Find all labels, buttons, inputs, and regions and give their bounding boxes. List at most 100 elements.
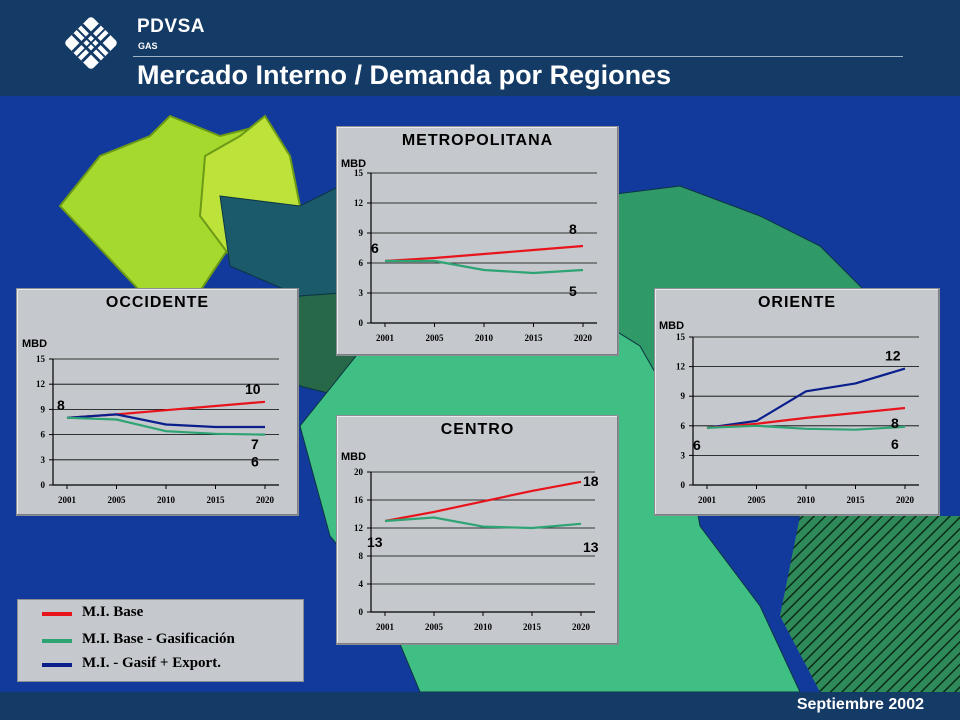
y-tick-label: 9: [681, 391, 686, 401]
y-tick-label: 9: [41, 404, 46, 414]
legend-label: M.I. Base - Gasificación: [82, 631, 235, 647]
y-axis-label: MBD: [341, 158, 366, 170]
x-tick-label: 2020: [896, 495, 915, 505]
x-tick-label: 2001: [376, 622, 395, 632]
chart-panel-occidente: OCCIDENTE 0 3 6 9 12 15 2001 2005 2010 2015 2020 MB…: [16, 288, 299, 516]
x-tick-label: 2005: [108, 495, 127, 505]
y-tick-label: 3: [681, 450, 686, 460]
series-line-base: [384, 480, 582, 523]
data-label: 6: [891, 436, 899, 452]
series-line-gasificacion: [384, 516, 582, 530]
y-tick-label: 12: [354, 198, 364, 208]
x-tick-label: 2010: [474, 622, 493, 632]
legend-item-base: M.I. Base: [42, 604, 302, 624]
x-tick-label: 2001: [58, 495, 77, 505]
y-tick-label: 0: [41, 480, 46, 490]
header-divider: [133, 56, 903, 57]
legend-swatch: [42, 663, 72, 667]
x-tick-label: 2020: [256, 495, 275, 505]
plot-area: [371, 472, 595, 612]
chart-occidente: 0 3 6 9 12 15 2001 2005 2010 2015 2020 MBD 8 10 7 6: [22, 338, 279, 505]
legend-label: M.I. Base: [82, 604, 144, 620]
brand-subtitle: GAS: [138, 41, 158, 51]
x-tick-label: 2001: [698, 495, 717, 505]
data-label: 7: [251, 436, 259, 452]
y-tick-label: 3: [359, 288, 364, 298]
chart-legend: M.I. Base M.I. Base - Gasificación M.I. …: [17, 599, 304, 682]
data-label: 10: [245, 381, 261, 397]
x-tick-label: 2001: [376, 333, 395, 343]
data-label: 8: [569, 221, 577, 237]
legend-swatch: [42, 639, 72, 643]
plot-area: [53, 359, 279, 485]
legend-item-export: M.I. - Gasif + Export.: [42, 655, 302, 675]
y-tick-label: 15: [354, 168, 364, 178]
y-tick-label: 6: [41, 430, 46, 440]
data-label: 18: [583, 473, 599, 489]
data-label: 8: [57, 397, 65, 413]
series-line-export: [706, 367, 906, 429]
y-tick-label: 15: [676, 332, 686, 342]
y-tick-label: 9: [359, 228, 364, 238]
chart-title: ORIENTE: [757, 294, 837, 311]
data-label: 8: [891, 415, 899, 431]
data-label: 13: [367, 534, 383, 550]
page-title: Mercado Interno / Demanda por Regiones: [137, 60, 672, 90]
x-tick-label: 2010: [475, 333, 494, 343]
y-tick-label: 6: [359, 258, 364, 268]
brand-name: PDVSA: [137, 16, 205, 37]
y-axis-label: MBD: [22, 338, 47, 350]
series-line-export: [66, 413, 265, 429]
y-tick-label: 0: [359, 607, 364, 617]
x-tick-label: 2005: [748, 495, 767, 505]
x-tick-label: 2015: [523, 622, 542, 632]
data-label: 6: [693, 437, 701, 453]
y-tick-label: 16: [354, 495, 364, 505]
series-line-base: [706, 406, 906, 429]
chart-panel-metropolitana: METROPOLITANA 0 3 6 9 12 15 2001 2005 2010 2015 20…: [336, 126, 619, 356]
series-line-gasificacion: [66, 416, 266, 436]
data-label: 6: [251, 454, 259, 470]
header-bar: PDVSA GAS Mercado Interno / Demanda por …: [0, 0, 960, 96]
chart-title: OCCIDENTE: [105, 294, 210, 311]
y-tick-label: 0: [359, 318, 364, 328]
y-tick-label: 12: [676, 362, 686, 372]
y-tick-label: 12: [354, 523, 364, 533]
x-tick-label: 2005: [425, 622, 444, 632]
data-label: 13: [583, 539, 599, 555]
x-tick-label: 2010: [157, 495, 176, 505]
footer-date: Septiembre 2002: [796, 696, 924, 713]
pdvsa-logo-icon: [65, 17, 117, 69]
footer-bar: Septiembre 2002: [0, 692, 960, 720]
data-label: 12: [885, 348, 901, 364]
y-axis-label: MBD: [659, 320, 684, 332]
x-tick-label: 2005: [426, 333, 445, 343]
y-tick-label: 0: [681, 480, 686, 490]
y-tick-label: 6: [681, 421, 686, 431]
y-tick-label: 8: [359, 551, 364, 561]
y-tick-label: 4: [359, 579, 364, 589]
legend-label: M.I. - Gasif + Export.: [82, 655, 221, 671]
data-label: 6: [371, 240, 379, 256]
y-tick-label: 3: [41, 455, 46, 465]
series-line-gasificacion: [385, 259, 584, 275]
x-tick-label: 2015: [525, 333, 544, 343]
y-axis-label: MBD: [341, 451, 366, 463]
chart-centro: 0 4 8 12 16 20 2001 2005 2010 2015 2020 MBD 13 18 13: [341, 451, 599, 632]
data-label: 5: [569, 283, 577, 299]
series-line-gasificacion: [706, 424, 906, 431]
x-tick-label: 2015: [847, 495, 866, 505]
x-tick-label: 2020: [572, 622, 591, 632]
chart-title: METROPOLITANA: [401, 132, 554, 149]
series-line-base: [384, 244, 584, 263]
x-tick-label: 2020: [574, 333, 593, 343]
legend-item-gasificacion: M.I. Base - Gasificación: [42, 631, 302, 651]
y-tick-label: 12: [36, 379, 46, 389]
x-tick-label: 2010: [797, 495, 816, 505]
chart-panel-oriente: ORIENTE 0 3 6 9 12 15 2001 2005 2010 2015 2020 MBD 1…: [654, 288, 940, 516]
x-tick-label: 2015: [207, 495, 226, 505]
chart-title: CENTRO: [440, 421, 515, 438]
y-tick-label: 15: [36, 354, 46, 364]
